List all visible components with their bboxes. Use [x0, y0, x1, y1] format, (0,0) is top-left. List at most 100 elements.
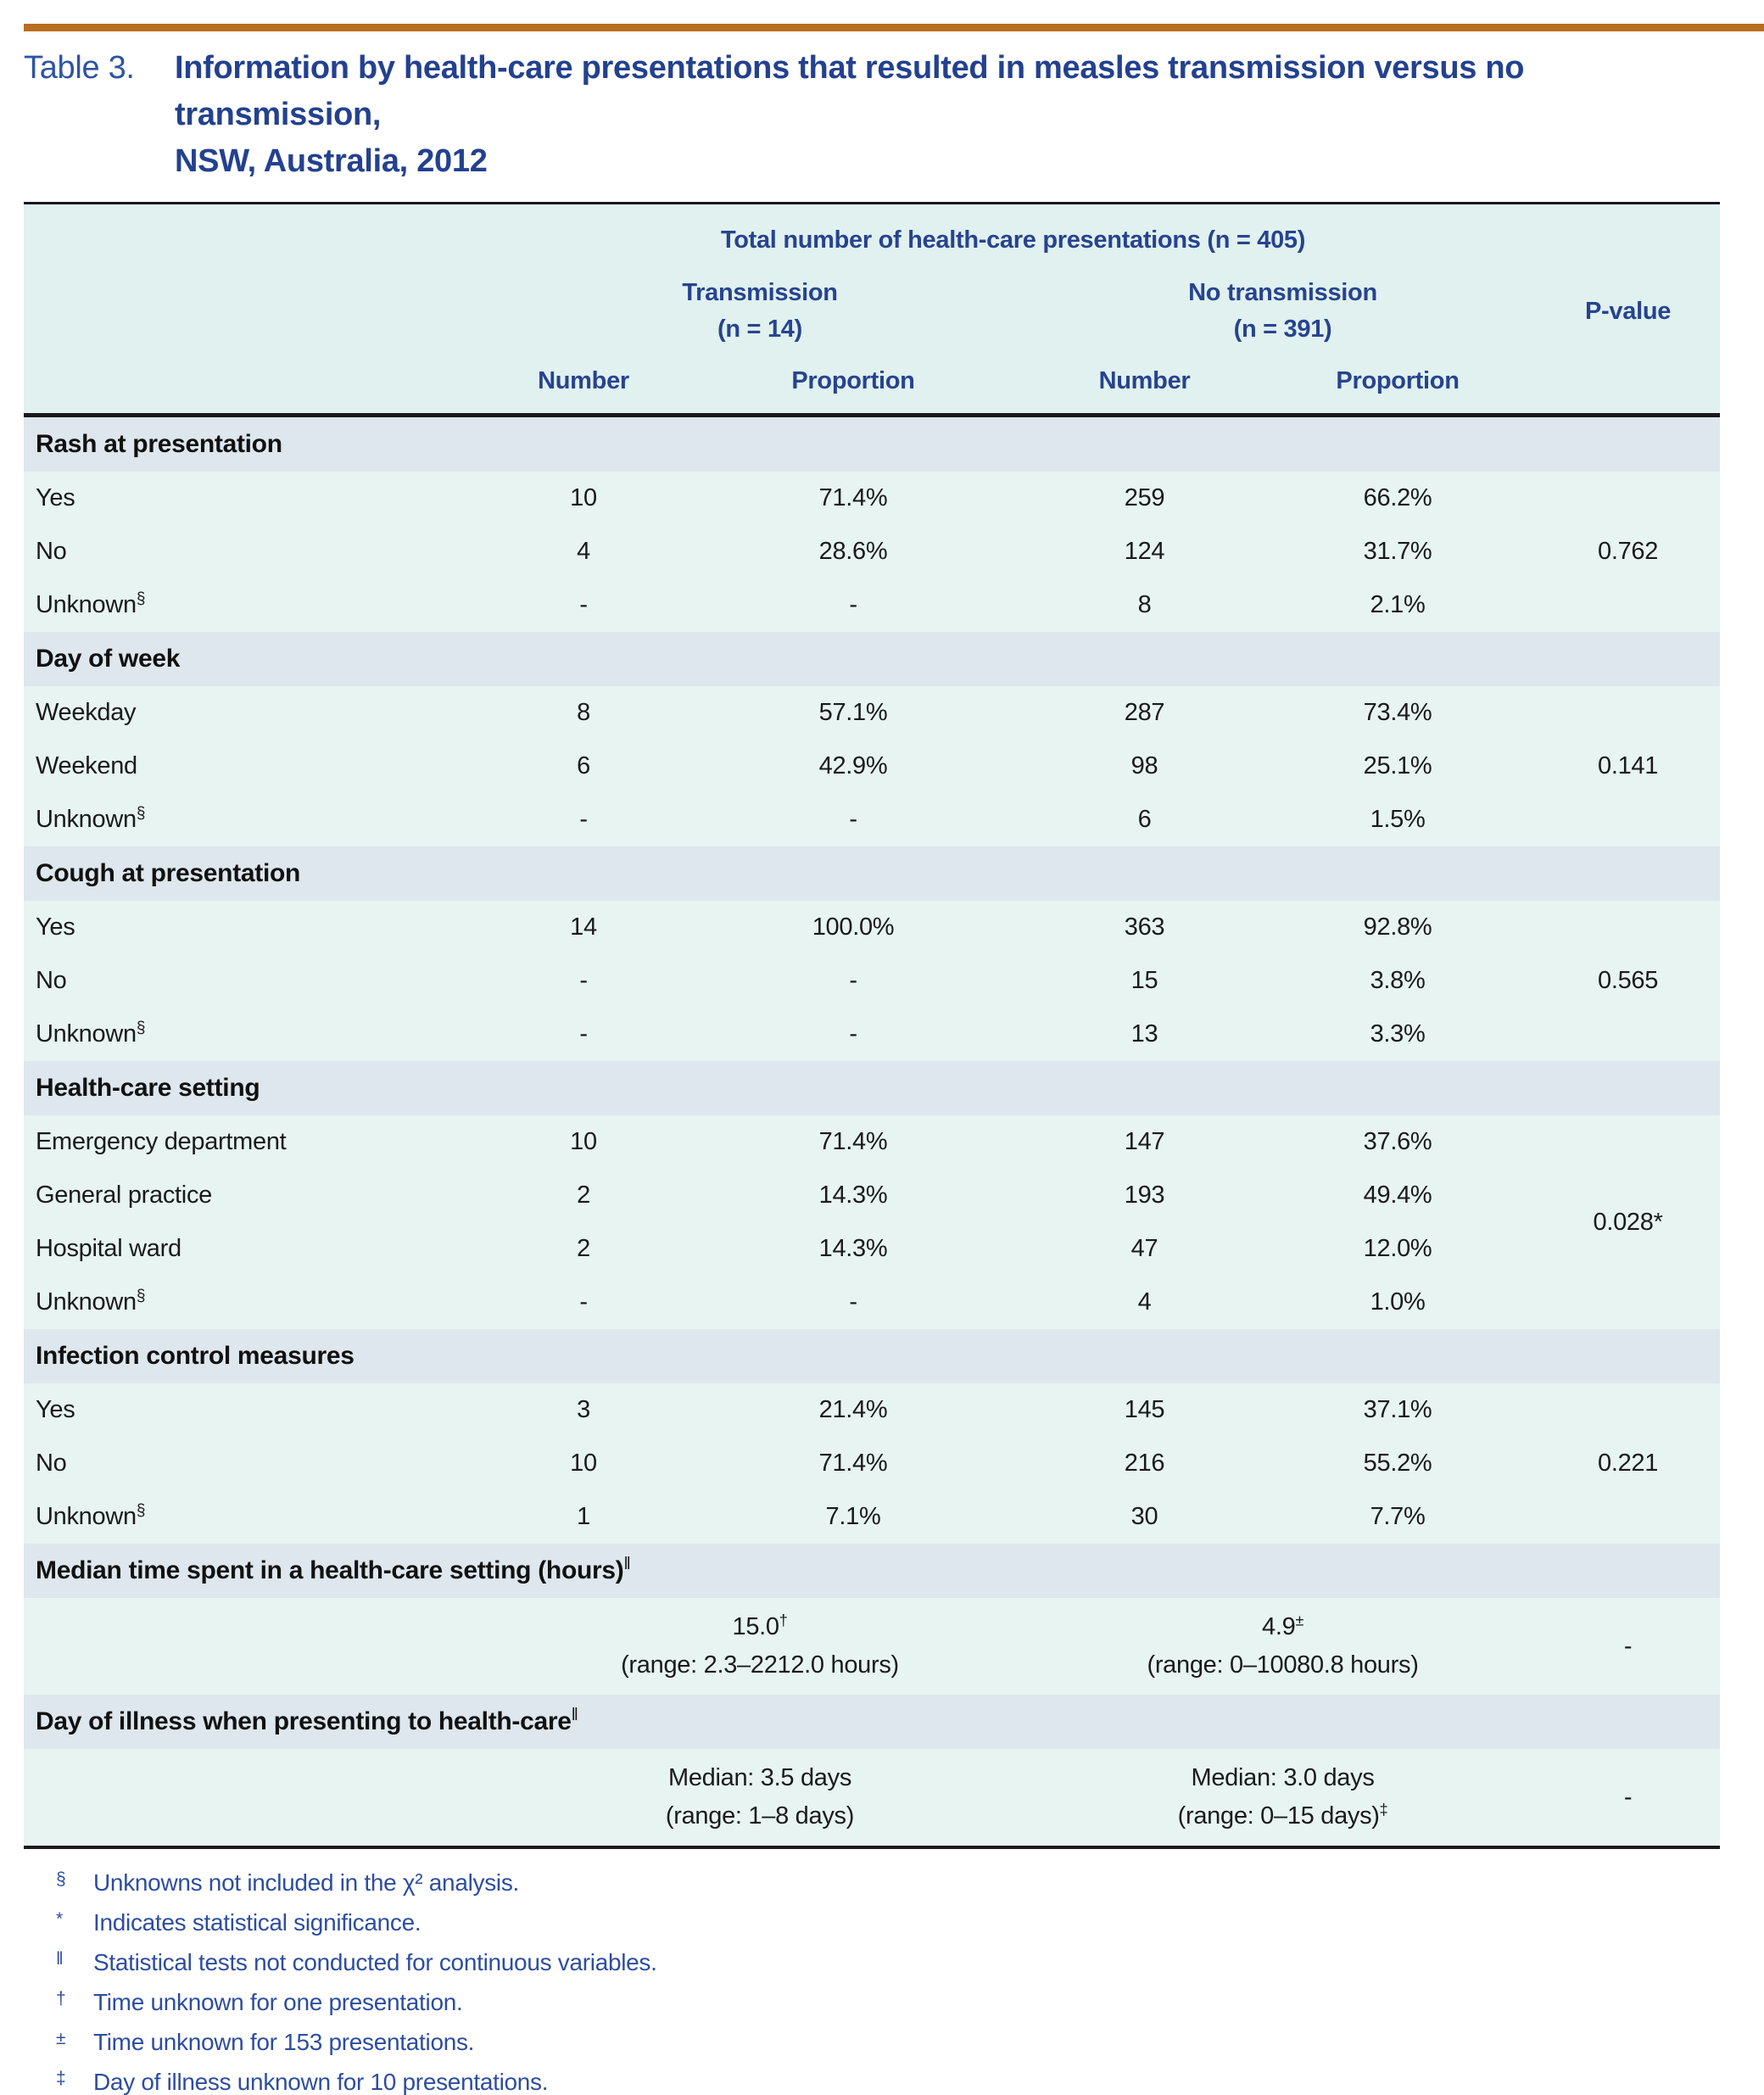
cell-value: 37.1% — [1259, 1383, 1537, 1438]
footnote-marker: ‡ — [1379, 1801, 1388, 1818]
row-label: Unknown§ — [24, 793, 490, 847]
table-row: Weekend 6 42.9% 98 25.1% — [24, 740, 1720, 794]
cell-value: 28.6% — [677, 525, 1030, 579]
section-row: Day of week — [24, 632, 1721, 687]
table-title-line2: NSW, Australia, 2012 — [175, 143, 488, 180]
section-header: Day of illness when presenting to health… — [24, 1695, 1721, 1750]
summary-row: 15.0† (range: 2.3–2212.0 hours) 4.9± (ra… — [24, 1598, 1721, 1696]
summary-range: (range: 0–10080.8 hours) — [1147, 1651, 1419, 1679]
header-p-value: P-value — [1585, 297, 1672, 325]
row-label: No — [24, 1437, 490, 1491]
cell-value: - — [677, 578, 1030, 633]
table-row: Unknown§ - - 6 1.5% — [24, 793, 1720, 847]
cell-value: - — [677, 793, 1030, 847]
footnote: * Indicates statistical significance. — [56, 1909, 1764, 1936]
table-title: Information by health-care presentations… — [175, 45, 1701, 185]
p-value-cell: - — [1536, 1598, 1721, 1696]
footnote-marker: ± — [1295, 1612, 1304, 1629]
cell-value: - — [490, 1276, 677, 1330]
table-row: Unknown§ 1 7.1% 30 7.7% — [24, 1490, 1720, 1545]
table-title-line1: Information by health-care presentations… — [175, 50, 1525, 133]
row-label: Emergency department — [24, 1115, 490, 1170]
summary-range: (range: 0–15 days)‡ — [1177, 1801, 1388, 1830]
cell-value: 49.4% — [1259, 1169, 1537, 1223]
cell-value: 3 — [490, 1383, 677, 1438]
cell-value: 47 — [1030, 1222, 1259, 1277]
cell-value: 3.3% — [1259, 1008, 1537, 1062]
header-no-transmission-group: No transmission (n = 391) — [1030, 268, 1536, 355]
footnote-marker: § — [136, 804, 146, 823]
cell-value: 4 — [490, 525, 677, 579]
header-spacer — [1536, 355, 1720, 416]
summary-range: (range: 1–8 days) — [665, 1802, 855, 1830]
table-row: Unknown§ - - 4 1.0% — [24, 1276, 1720, 1330]
footnote-symbol: ‡ — [56, 2069, 66, 2089]
table-row: Unknown§ - - 13 3.3% — [24, 1008, 1720, 1062]
footnote-text: Statistical tests not conducted for cont… — [93, 1949, 657, 1976]
cell-value: 2 — [490, 1169, 677, 1223]
table-header: Total number of health-care presentation… — [24, 203, 1721, 416]
cell-value: 71.4% — [677, 1437, 1030, 1491]
table-row: Unknown§ - - 8 2.1% — [24, 578, 1720, 633]
table-row: No 4 28.6% 124 31.7% — [24, 525, 1720, 579]
cell-value: 124 — [1030, 525, 1259, 579]
footnote-symbol: † — [56, 1989, 66, 2009]
header-spacer — [24, 268, 490, 355]
cell-value: 14 — [490, 901, 677, 955]
row-label — [24, 1749, 490, 1848]
cell-value: 14.3% — [677, 1169, 1030, 1223]
footnote-text: Time unknown for one presentation. — [93, 1989, 463, 2016]
cell-value: 37.6% — [1259, 1115, 1537, 1170]
table-row: Yes 14 100.0% 363 92.8% 0.565 — [24, 901, 1721, 1062]
cell-value: 193 — [1030, 1169, 1259, 1223]
cell-value: 71.4% — [677, 472, 1030, 526]
header-subcol-number-1: Number — [538, 366, 629, 394]
footnote: ‡ Day of illness unknown for 10 presenta… — [56, 2069, 1764, 2094]
cell-value: 3.8% — [1259, 954, 1537, 1008]
footnote-text: Indicates statistical significance. — [93, 1909, 421, 1936]
cell-value: 73.4% — [1259, 686, 1537, 740]
cell-value: 13 — [1030, 1008, 1259, 1062]
summary-median: Median: 3.5 days — [667, 1764, 852, 1792]
section-header: Infection control measures — [24, 1329, 1721, 1384]
p-value-cell: - — [1536, 1749, 1721, 1848]
section-row: Infection control measures — [24, 1329, 1721, 1384]
cell-value: 1.0% — [1259, 1276, 1537, 1330]
header-transmission-n: (n = 14) — [717, 316, 802, 344]
header-transmission-label: Transmission — [682, 278, 838, 306]
summary-range: (range: 2.3–2212.0 hours) — [621, 1651, 899, 1679]
cell-value: 216 — [1030, 1437, 1259, 1491]
row-label: Weekend — [24, 740, 490, 794]
cell-value: 100.0% — [677, 901, 1030, 955]
header-no-transmission-label: No transmission — [1188, 278, 1377, 306]
cell-value: 31.7% — [1259, 525, 1537, 579]
table-row: Emergency department 10 71.4% 147 37.6% … — [24, 1115, 1721, 1330]
footnote-marker: § — [136, 1287, 146, 1305]
footnotes: § Unknowns not included in the χ² analys… — [56, 1869, 1764, 2094]
cell-value: 57.1% — [677, 686, 1030, 740]
cell-value: 1 — [490, 1490, 677, 1545]
footnote: § Unknowns not included in the χ² analys… — [56, 1869, 1764, 1895]
row-label: Unknown§ — [24, 1008, 490, 1062]
p-value-cell: 0.028* — [1536, 1115, 1721, 1330]
header-subcol-number-2: Number — [1098, 366, 1191, 394]
cell-value: 287 — [1030, 686, 1259, 740]
cell-value: - — [677, 1276, 1030, 1330]
footnote-text: Time unknown for 153 presentations. — [93, 2029, 475, 2056]
footnote-marker: ‖ — [571, 1706, 578, 1725]
footnote-marker: § — [136, 1019, 146, 1037]
section-header: Cough at presentation — [24, 846, 1721, 902]
section-header: Median time spent in a health-care setti… — [24, 1544, 1721, 1599]
row-label: No — [24, 525, 490, 579]
page: Table 3. Information by health-care pres… — [0, 24, 1764, 2094]
header-row-subcolumns: Number Proportion Number Proportion — [24, 355, 1720, 416]
summary-transmission-value: Median: 3.5 days (range: 1–8 days) — [490, 1749, 1030, 1848]
footnote-symbol: * — [56, 1909, 63, 1930]
cell-value: 2.1% — [1259, 578, 1537, 633]
cell-value: 8 — [490, 686, 677, 740]
row-label: General practice — [24, 1169, 490, 1223]
table-row: Weekday 8 57.1% 287 73.4% 0.141 — [24, 686, 1721, 847]
cell-value: 145 — [1030, 1383, 1259, 1438]
cell-value: - — [490, 578, 677, 633]
table-caption: Table 3. Information by health-care pres… — [24, 45, 1764, 185]
